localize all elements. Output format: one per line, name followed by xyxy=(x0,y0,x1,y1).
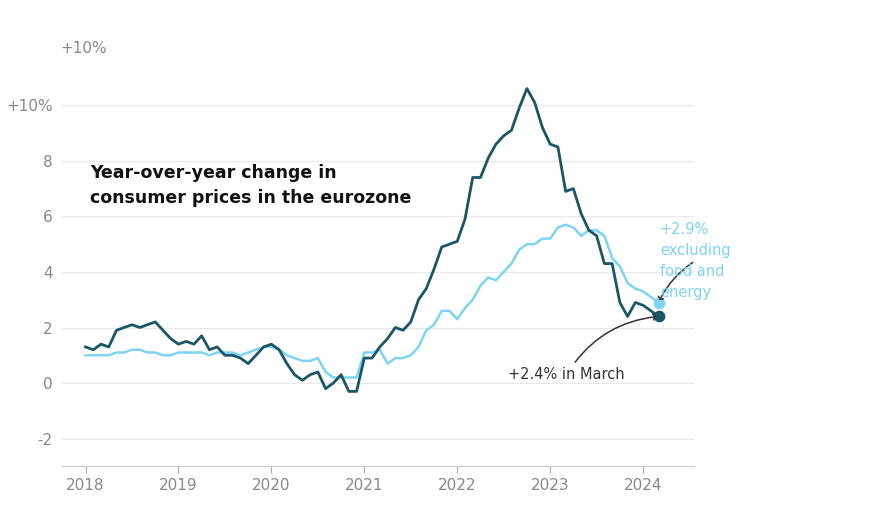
Text: +2.9%
excluding
food and
energy: +2.9% excluding food and energy xyxy=(659,222,731,300)
Text: +2.4% in March: +2.4% in March xyxy=(508,314,655,382)
Text: +10%: +10% xyxy=(61,41,107,56)
Point xyxy=(651,312,666,321)
Text: Year-over-year change in
consumer prices in the eurozone: Year-over-year change in consumer prices… xyxy=(90,164,411,207)
Point xyxy=(651,298,666,307)
